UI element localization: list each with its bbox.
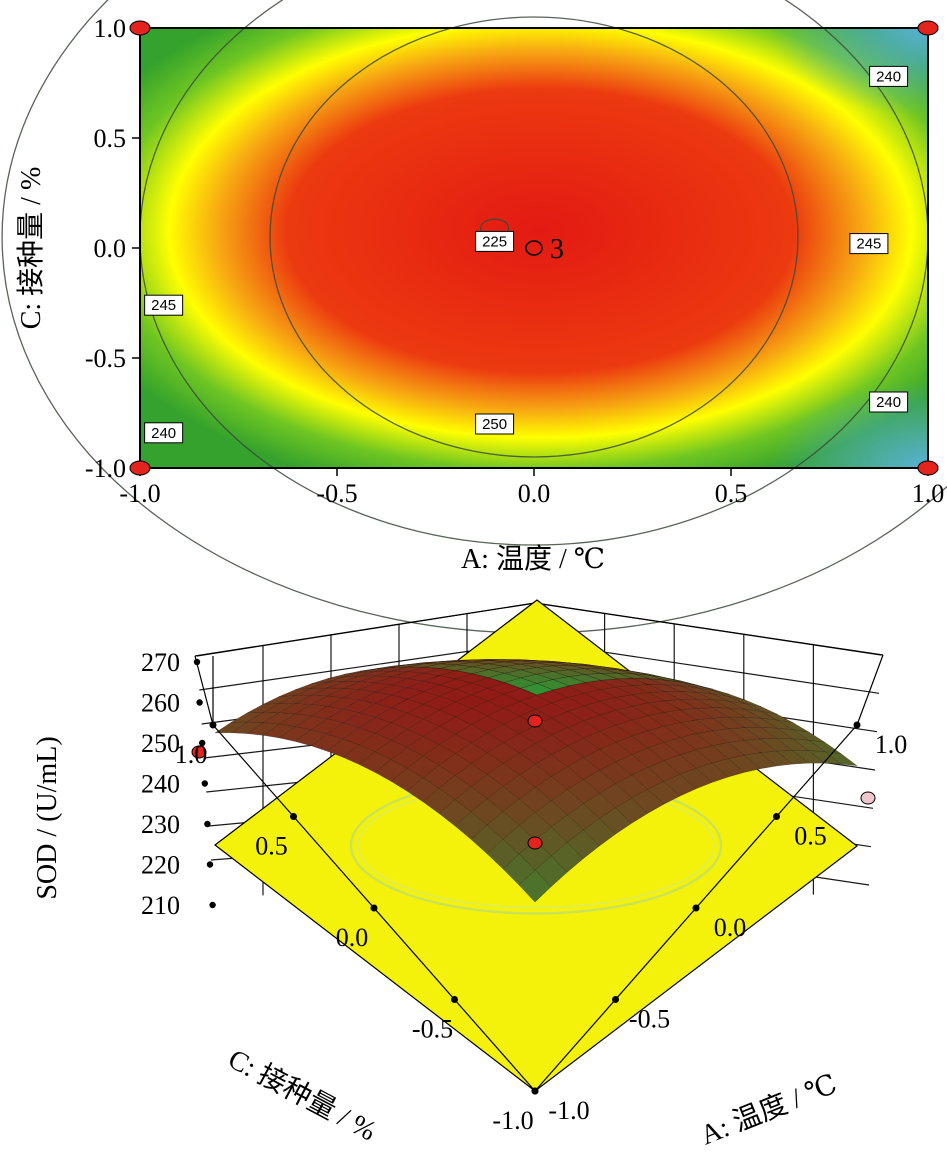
a-tick-label: 0.0 bbox=[714, 913, 747, 942]
surface-plot: 270 260 250 240 230 220 210 -1.0 -0.5 0.0 0.5 1.0 1.… bbox=[32, 599, 907, 1152]
z-tick-mark bbox=[199, 739, 206, 747]
z-tick-label: 220 bbox=[141, 851, 180, 880]
c-tick-label: 1.0 bbox=[175, 740, 208, 769]
c-tick-label: 0.5 bbox=[255, 832, 288, 861]
surface-design-point bbox=[191, 745, 207, 759]
wall-grid-line bbox=[196, 602, 536, 657]
z-tick-mark bbox=[204, 820, 211, 828]
a-tick-label: -0.5 bbox=[629, 1005, 670, 1034]
surface-z-axis-label: SOD / (U/mL) bbox=[32, 736, 63, 899]
c-axis-line bbox=[212, 724, 536, 1092]
contour-label-box bbox=[869, 391, 909, 413]
contour-label: 250 bbox=[482, 416, 507, 433]
wall-edge bbox=[856, 654, 884, 726]
center-point-count: 3 bbox=[550, 234, 564, 265]
contour-ticks: -1.0 -0.5 0.0 0.5 1.0 -1.0 -0.5 0.0 0.5 1.0 bbox=[85, 14, 944, 508]
z-tick-label: 250 bbox=[141, 729, 180, 758]
contour-y-axis-label: C: 接种量 / % bbox=[15, 167, 47, 330]
a-tick-label: 0.5 bbox=[794, 822, 827, 851]
design-points: 3 bbox=[129, 20, 939, 476]
contour-label: 240 bbox=[151, 425, 176, 442]
center-point bbox=[525, 240, 543, 256]
contour-label-box bbox=[849, 233, 889, 255]
surface-design-point bbox=[527, 836, 543, 850]
c-tick-label: -1.0 bbox=[492, 1106, 533, 1135]
contour-label: 245 bbox=[856, 236, 881, 253]
y-tick-label: 0.0 bbox=[94, 234, 127, 263]
z-tick-mark bbox=[209, 901, 216, 909]
response-surface bbox=[214, 659, 858, 903]
z-tick-mark bbox=[196, 699, 203, 706]
contour-plot: -1.0 -0.5 0.0 0.5 1.0 -1.0 -0.5 0.0 0.5 1.0 225 25… bbox=[1, 0, 947, 634]
z-tick-mark bbox=[206, 861, 214, 868]
x-tick-label: 1.0 bbox=[912, 479, 945, 508]
contour-x-axis-label: A: 温度 / ℃ bbox=[461, 543, 605, 575]
contour-label: 225 bbox=[482, 233, 507, 250]
contour-label-box bbox=[144, 294, 184, 316]
contour-label-box bbox=[144, 422, 184, 444]
c-tick-label: 0.0 bbox=[336, 923, 369, 952]
design-point bbox=[129, 20, 151, 36]
y-tick-label: -1.0 bbox=[85, 454, 126, 483]
a-axis-line bbox=[534, 724, 858, 1092]
x-tick-label: -0.5 bbox=[316, 479, 357, 508]
z-tick-label: 210 bbox=[141, 891, 180, 920]
z-tick-label: 260 bbox=[141, 689, 180, 718]
surface-ticks: 270 260 250 240 230 220 210 -1.0 -0.5 0.0 0.5 1.0 1.… bbox=[141, 648, 907, 1135]
contour-label-box bbox=[869, 65, 909, 87]
contour-label: 245 bbox=[151, 297, 176, 314]
y-tick-label: 1.0 bbox=[94, 14, 127, 43]
contour-labels: 225 250 245 245 240 240 240 bbox=[144, 65, 909, 444]
contour-label-box bbox=[475, 413, 515, 435]
contour-field-corner-bottom bbox=[140, 28, 928, 468]
surface-design-point bbox=[527, 714, 543, 728]
z-tick-mark bbox=[193, 658, 201, 666]
surface-design-point bbox=[860, 791, 876, 805]
surface-design-points bbox=[191, 714, 876, 850]
c-tick-label: -0.5 bbox=[412, 1015, 453, 1044]
y-tick-label: 0.5 bbox=[94, 124, 127, 153]
wall-edge bbox=[194, 655, 214, 726]
y-tick-label: -0.5 bbox=[85, 344, 126, 373]
a-tick-label: -1.0 bbox=[548, 1096, 589, 1125]
contour-label: 240 bbox=[876, 394, 901, 411]
z-tick-label: 240 bbox=[141, 770, 180, 799]
z-tick-mark bbox=[201, 780, 208, 787]
z-tick-label: 270 bbox=[141, 648, 180, 677]
design-point bbox=[917, 20, 939, 36]
surface-a-axis-label: A: 温度 / ℃ bbox=[696, 1068, 842, 1152]
surface-c-axis-label: C: 接种量 / % bbox=[223, 1043, 382, 1148]
x-tick-label: 0.5 bbox=[715, 479, 748, 508]
x-tick-label: 0.0 bbox=[518, 479, 551, 508]
design-point bbox=[129, 460, 151, 476]
z-tick-label: 230 bbox=[141, 810, 180, 839]
wall-grid-line bbox=[534, 602, 882, 656]
contour-line bbox=[269, 16, 799, 458]
surface-cell bbox=[520, 683, 554, 696]
a-tick-label: 1.0 bbox=[875, 730, 908, 759]
contour-label: 240 bbox=[876, 68, 901, 85]
design-point bbox=[917, 460, 939, 476]
contour-label-box bbox=[475, 230, 515, 252]
x-tick-label: -1.0 bbox=[119, 479, 160, 508]
